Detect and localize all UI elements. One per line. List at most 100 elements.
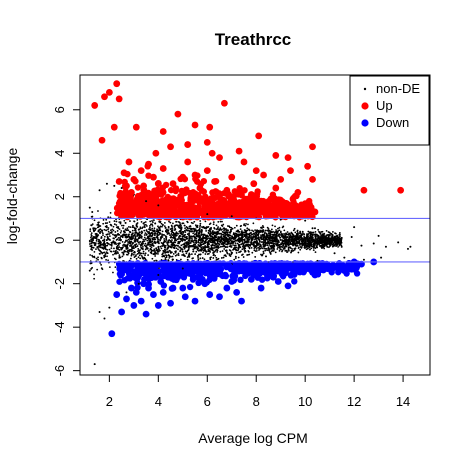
data-point — [113, 184, 116, 187]
down-point — [125, 269, 132, 277]
non-de-point — [191, 257, 194, 260]
non-de-point — [267, 247, 270, 250]
non-de-point — [222, 233, 225, 236]
non-de-point — [106, 244, 109, 247]
non-de-point — [119, 235, 122, 238]
data-point — [120, 169, 128, 177]
non-de-point — [197, 255, 199, 258]
up-point — [279, 208, 287, 216]
non-de-point — [207, 225, 210, 228]
non-de-point — [172, 253, 175, 255]
non-de-point — [260, 236, 263, 239]
non-de-point — [156, 236, 159, 239]
non-de-point — [209, 247, 212, 250]
non-de-point — [201, 257, 204, 259]
non-de-point — [291, 237, 294, 240]
non-de-point — [333, 237, 336, 240]
non-de-point — [163, 234, 166, 236]
non-de-point — [320, 244, 323, 247]
non-de-point — [134, 235, 136, 237]
non-de-point — [247, 241, 250, 243]
non-de-point — [213, 241, 216, 243]
non-de-point — [170, 235, 173, 238]
non-de-point — [117, 236, 120, 239]
non-de-point — [181, 254, 183, 256]
data-point — [343, 256, 346, 259]
non-de-point — [141, 231, 144, 234]
non-de-point — [151, 233, 154, 235]
non-de-point — [178, 230, 181, 233]
non-de-point — [234, 244, 237, 247]
data-point — [145, 160, 152, 168]
non-de-point — [159, 238, 162, 240]
x-axis: 2 4 6 8 10 12 14 — [106, 374, 410, 409]
non-de-point — [170, 233, 173, 235]
up-point — [160, 203, 168, 210]
x-tick-label: 10 — [298, 394, 312, 409]
non-de-point — [149, 245, 152, 248]
non-de-point — [235, 230, 238, 233]
non-de-point — [177, 254, 180, 257]
non-de-point — [222, 235, 225, 238]
non-de-point — [126, 247, 129, 250]
non-de-point — [99, 252, 101, 255]
non-de-point — [103, 251, 106, 254]
non-de-point — [104, 247, 106, 250]
non-de-point — [208, 223, 211, 226]
data-point — [115, 95, 123, 103]
non-de-point — [140, 244, 143, 246]
non-de-point — [312, 249, 315, 252]
non-de-point — [102, 234, 104, 237]
non-de-point — [125, 246, 128, 248]
non-de-point — [145, 234, 148, 236]
non-de-point — [325, 244, 328, 247]
up-point — [212, 209, 220, 217]
non-de-point — [237, 256, 240, 259]
data-point — [328, 231, 331, 234]
non-de-point — [106, 241, 109, 244]
non-de-point — [264, 229, 267, 232]
non-de-point — [138, 254, 141, 257]
non-de-point — [234, 246, 237, 249]
non-de-point — [268, 240, 271, 242]
non-de-point — [215, 224, 218, 227]
non-de-point — [109, 223, 112, 226]
non-de-point — [205, 235, 208, 238]
non-de-point — [220, 229, 223, 231]
non-de-point — [91, 237, 94, 239]
non-de-point — [147, 254, 150, 256]
non-de-point — [204, 240, 207, 243]
up-point — [164, 210, 172, 217]
non-de-point — [318, 243, 321, 246]
non-de-point — [225, 255, 227, 258]
non-de-point — [142, 226, 144, 229]
non-de-point — [270, 248, 272, 250]
data-point — [350, 235, 353, 238]
non-de-point — [274, 242, 277, 245]
non-de-point — [233, 258, 236, 261]
non-de-point — [143, 226, 146, 229]
non-de-point — [199, 253, 202, 256]
non-de-point — [288, 243, 291, 246]
non-de-point — [235, 224, 238, 227]
data-point — [282, 199, 289, 207]
non-de-point — [276, 231, 279, 234]
data-point — [213, 269, 221, 277]
non-de-point — [138, 228, 141, 231]
up-point — [196, 209, 203, 217]
data-point — [206, 291, 214, 298]
non-de-point — [96, 246, 99, 248]
non-de-point — [306, 237, 309, 240]
non-de-point — [126, 227, 129, 230]
non-de-point — [116, 230, 119, 232]
non-de-point — [284, 234, 286, 237]
non-de-point — [278, 249, 281, 252]
non-de-point — [258, 247, 261, 250]
non-de-point — [112, 233, 114, 236]
non-de-point — [139, 249, 141, 251]
non-de-point — [132, 237, 134, 240]
non-de-point — [115, 226, 118, 229]
non-de-point — [319, 245, 321, 247]
up-point — [139, 208, 147, 216]
x-tick-label: 12 — [347, 394, 361, 409]
